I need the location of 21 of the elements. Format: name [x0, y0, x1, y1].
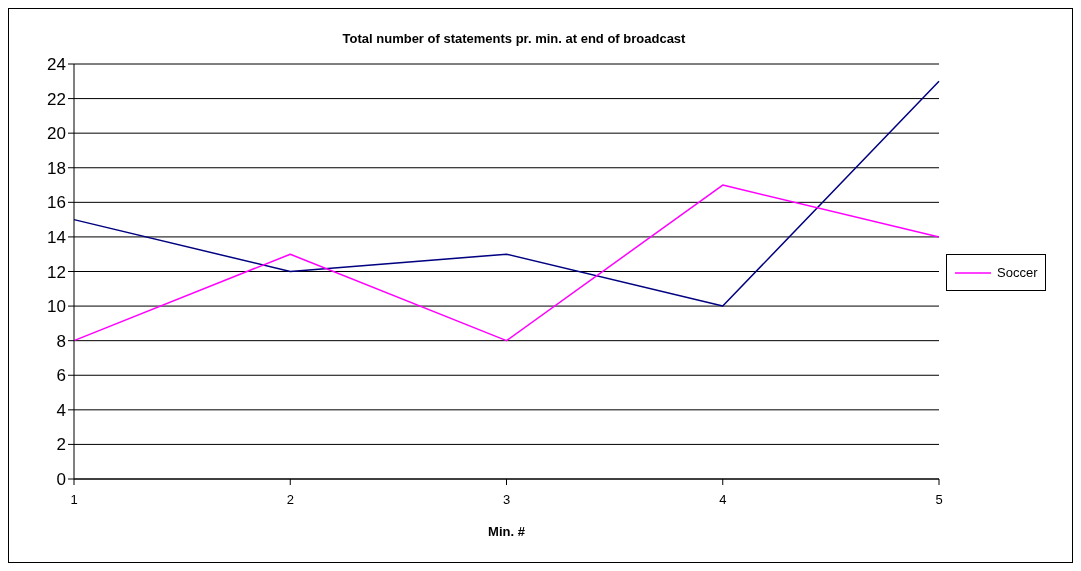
x-tick-label: 4	[719, 492, 727, 508]
y-tick-label: 18	[47, 158, 66, 178]
y-tick-label: 22	[47, 89, 66, 109]
x-tick-label: 3	[502, 492, 511, 508]
x-tick-label: 5	[935, 492, 943, 508]
y-tick-label: 0	[56, 470, 66, 490]
legend-label: Soccer	[997, 265, 1038, 280]
y-tick-label: 24	[47, 55, 66, 75]
y-tick-label: 20	[47, 124, 66, 144]
y-tick-label: 16	[47, 193, 66, 213]
y-tick-label: 4	[56, 400, 66, 420]
y-tick-label: 8	[56, 331, 66, 351]
y-tick-label: 12	[47, 262, 66, 282]
y-tick-label: 14	[47, 227, 66, 247]
x-tick-label: 1	[70, 492, 78, 508]
chart-title: Total number of statements pr. min. at end of broadcast	[341, 31, 687, 46]
y-tick-label: 10	[47, 297, 66, 317]
y-tick-label: 2	[56, 435, 66, 455]
x-axis-title: Min. #	[488, 524, 526, 539]
y-tick-label: 6	[56, 366, 66, 386]
x-tick-label: 2	[286, 492, 294, 508]
